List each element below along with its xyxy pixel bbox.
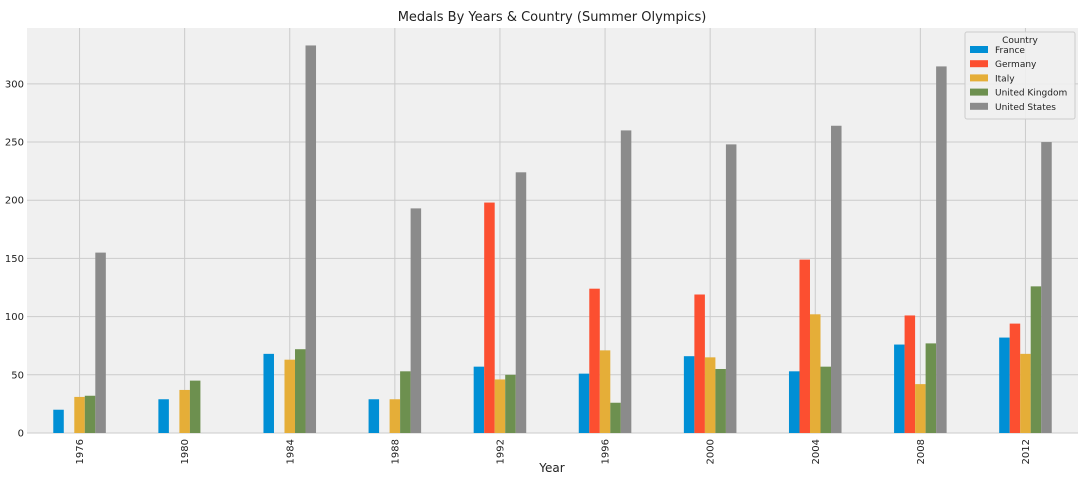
x-axis-label: Year: [538, 461, 564, 475]
x-tick-label: 2000: [706, 439, 717, 464]
bar-united-states-2000: [725, 144, 737, 433]
bar-france-1984: [263, 353, 274, 433]
bar-italy-2004: [809, 314, 821, 433]
x-tick-label: 2012: [1021, 439, 1032, 464]
legend-box: [964, 31, 1076, 120]
bar-united-kingdom-2000: [715, 368, 726, 433]
y-tick-label: 300: [5, 79, 24, 90]
bar-italy-1984: [284, 359, 296, 433]
bar-united-kingdom-2012: [1030, 286, 1042, 433]
bar-united-kingdom-1976: [84, 395, 96, 433]
x-tick-label: 2004: [811, 439, 822, 464]
bar-united-kingdom-2004: [820, 366, 832, 433]
legend-items: France Germany Italy United Kingdom United S…: [970, 46, 1067, 113]
legend-label: Germany: [995, 60, 1037, 70]
x-tick-label: 2008: [916, 439, 927, 464]
bar-italy-2008: [915, 384, 926, 433]
legend-swatch: [970, 102, 988, 110]
bar-united-states-2008: [936, 66, 947, 433]
bar-germany-2000: [694, 294, 705, 433]
bar-united-states-1976: [95, 252, 106, 433]
y-tick-label: 200: [5, 196, 24, 207]
bar-france-2004: [788, 371, 800, 433]
bar-france-2012: [999, 337, 1010, 433]
bars: [53, 45, 1052, 434]
x-tick-label: 1976: [75, 439, 86, 464]
bar-france-1996: [578, 373, 590, 433]
legend-swatch: [970, 46, 988, 53]
bar-united-states-1996: [620, 130, 632, 433]
x-tick-label: 1992: [495, 439, 506, 464]
bar-united-kingdom-1996: [610, 402, 621, 433]
legend-label: Italy: [995, 74, 1015, 84]
bar-germany-1996: [589, 288, 600, 433]
bar-united-states-2012: [1041, 142, 1052, 433]
legend-swatch: [970, 88, 988, 96]
bar-france-2000: [683, 356, 695, 433]
bar-germany-2004: [799, 259, 810, 433]
legend-label: France: [995, 46, 1025, 56]
bar-italy-1996: [599, 350, 611, 433]
x-axis-ticks: 1976 1980 1984 1988 1992 1996 2000 2004 2008 2012: [75, 439, 1032, 464]
y-axis-ticks: 0 50 100 150 200 250 300: [5, 79, 24, 439]
bar-france-2008: [894, 344, 905, 433]
bar-italy-1980: [179, 389, 190, 433]
legend-swatch: [970, 60, 988, 68]
y-tick-label: 250: [5, 138, 24, 149]
x-tick-label: 1980: [180, 439, 191, 464]
y-tick-label: 50: [11, 370, 24, 381]
bar-italy-1976: [74, 396, 85, 433]
legend-swatch: [970, 74, 988, 82]
x-tick-label: 1996: [601, 439, 612, 464]
bar-united-states-2004: [831, 125, 842, 434]
bar-united-kingdom-1992: [505, 374, 516, 433]
bar-united-states-1988: [410, 208, 422, 433]
bar-france-1992: [473, 366, 485, 433]
chart-title: Medals By Years & Country (Summer Olympi…: [398, 10, 707, 25]
legend-label: United Kingdom: [995, 89, 1067, 99]
y-tick-label: 0: [18, 429, 24, 440]
legend-label: United States: [995, 103, 1056, 113]
bar-united-states-1984: [305, 45, 317, 433]
x-tick-label: 1984: [285, 439, 296, 464]
y-tick-label: 150: [5, 254, 24, 265]
bar-france-1988: [368, 399, 380, 433]
bar-united-kingdom-2008: [925, 343, 937, 433]
bar-italy-2012: [1020, 353, 1031, 433]
bar-italy-1988: [389, 399, 401, 433]
bar-germany-1992: [484, 202, 495, 433]
bar-france-1980: [158, 399, 169, 433]
bar-italy-1992: [494, 379, 506, 433]
bar-italy-2000: [704, 357, 716, 433]
bar-united-kingdom-1984: [295, 349, 306, 433]
bar-france-1976: [53, 409, 64, 433]
bar-germany-2008: [904, 315, 916, 433]
bar-united-kingdom-1980: [189, 380, 201, 433]
bar-united-states-1992: [515, 172, 527, 433]
legend-title: Country: [1002, 36, 1038, 46]
bar-united-kingdom-1988: [400, 371, 411, 433]
x-tick-label: 1988: [390, 439, 401, 464]
y-tick-label: 100: [5, 312, 24, 323]
bar-germany-2012: [1009, 323, 1021, 433]
legend: Country France Germany Italy United Kingdom…: [964, 31, 1076, 120]
